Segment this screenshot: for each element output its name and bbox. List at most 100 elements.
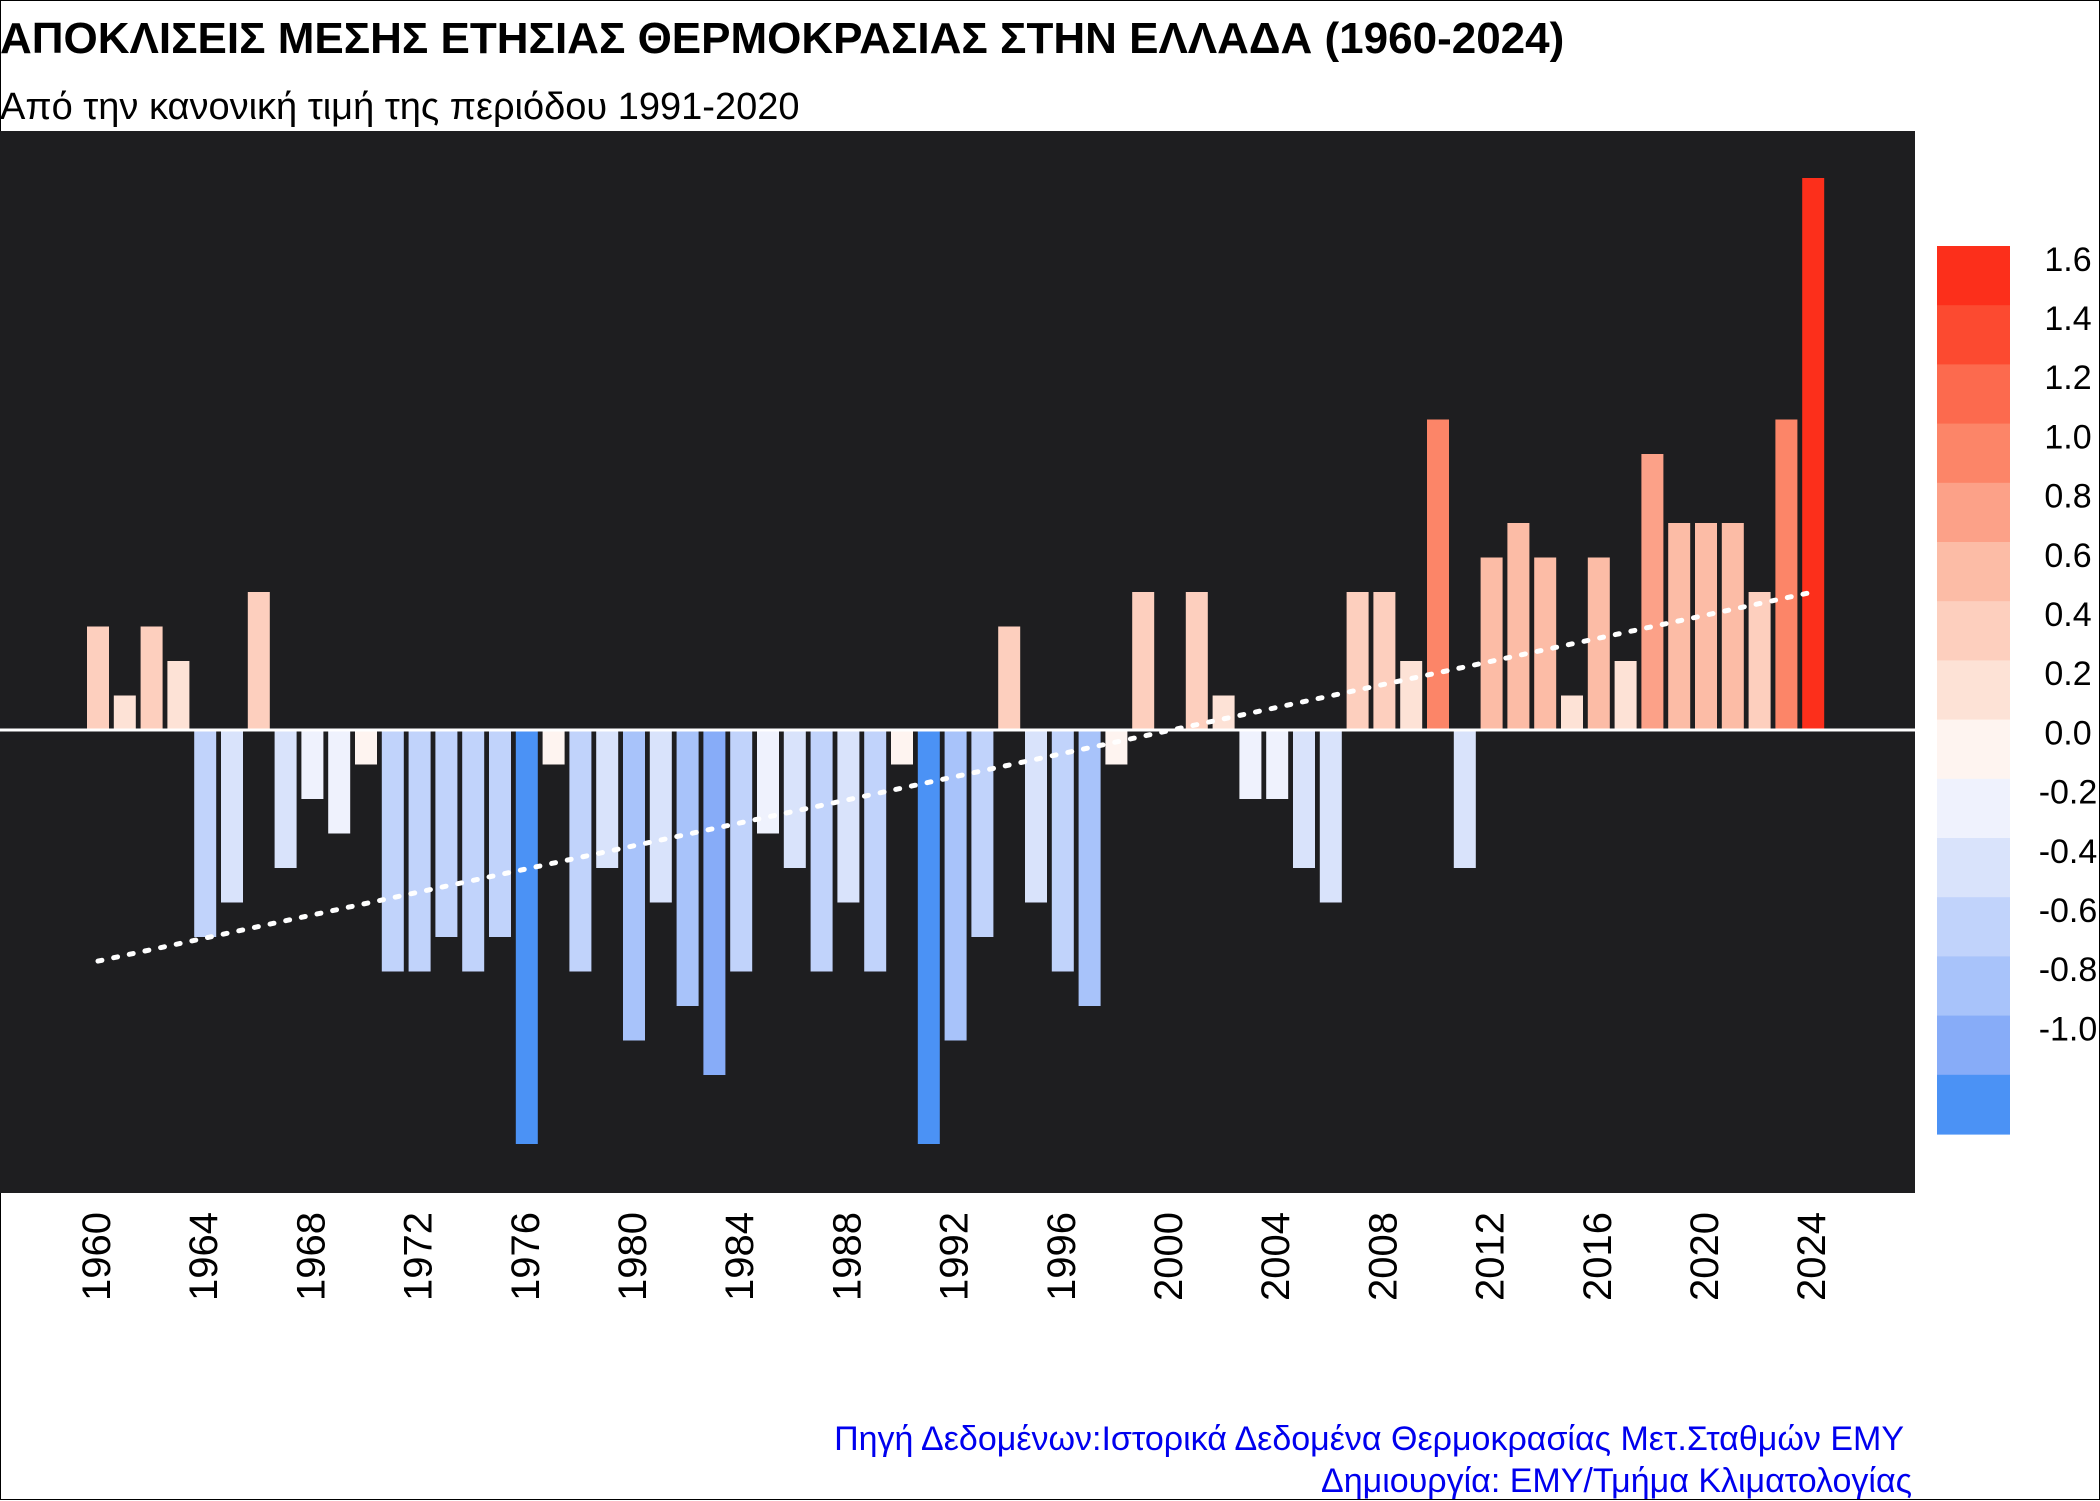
bar-1974 xyxy=(462,730,485,972)
bar-2018 xyxy=(1641,454,1664,730)
bar-2012 xyxy=(1480,557,1503,730)
bar-1981 xyxy=(649,730,672,903)
bar-1975 xyxy=(489,730,511,937)
bar-1979 xyxy=(596,730,619,868)
bar-1986 xyxy=(783,730,806,868)
bar-1980 xyxy=(623,730,645,1041)
bar-1983 xyxy=(703,730,726,1075)
colorbar-cell xyxy=(1937,246,2010,306)
bar-2016 xyxy=(1587,557,1610,730)
bar-2013 xyxy=(1507,523,1530,730)
bar-1968 xyxy=(301,730,324,799)
bar-1998 xyxy=(1105,730,1128,765)
x-tick-1964: 1964 xyxy=(182,1212,226,1301)
bar-1961 xyxy=(113,695,136,730)
bar-2022 xyxy=(1748,592,1771,730)
colorbar-tick: 1.2 xyxy=(2044,359,2091,397)
colorbar-cell xyxy=(1937,1074,2010,1135)
bar-1970 xyxy=(355,730,377,765)
x-tick-2012: 2012 xyxy=(1469,1212,1513,1301)
x-tick-2004: 2004 xyxy=(1254,1212,1298,1301)
bar-2021 xyxy=(1721,523,1744,730)
source-note: Πηγή Δεδομένων:Ιστορικά Δεδομένα Θερμοκρ… xyxy=(834,1420,1904,1458)
x-tick-1972: 1972 xyxy=(397,1212,441,1301)
bar-2002 xyxy=(1212,695,1235,730)
bar-1995 xyxy=(1025,730,1047,903)
bar-1999 xyxy=(1132,592,1155,730)
colorbar-cell xyxy=(1937,838,2010,898)
x-tick-2016: 2016 xyxy=(1576,1212,1620,1301)
bar-1988 xyxy=(837,730,860,903)
x-tick-1960: 1960 xyxy=(75,1212,119,1301)
x-tick-2000: 2000 xyxy=(1147,1212,1191,1301)
bar-2014 xyxy=(1534,557,1557,730)
bar-2010 xyxy=(1427,419,1449,730)
bar-2017 xyxy=(1614,661,1637,730)
bar-1987 xyxy=(810,730,833,972)
x-tick-1976: 1976 xyxy=(504,1212,548,1301)
colorbar-tick: 0.8 xyxy=(2044,478,2091,516)
bar-1990 xyxy=(891,730,913,765)
bar-1989 xyxy=(864,730,887,972)
bar-1991 xyxy=(917,730,940,1144)
colorbar-tick: -0.2 xyxy=(2039,774,2098,812)
bar-2006 xyxy=(1319,730,1342,903)
colorbar-cell xyxy=(1937,482,2010,543)
bar-1985 xyxy=(757,730,779,834)
bar-1997 xyxy=(1078,730,1101,1006)
colorbar-tick: 0.6 xyxy=(2044,537,2091,575)
colorbar-cell xyxy=(1937,897,2010,957)
bar-1966 xyxy=(247,592,270,730)
bar-1978 xyxy=(569,730,592,972)
bar-1964 xyxy=(194,730,217,937)
colorbar-cell xyxy=(1937,305,2010,365)
x-tick-2020: 2020 xyxy=(1683,1212,1727,1301)
x-tick-2024: 2024 xyxy=(1790,1212,1834,1301)
trend-line xyxy=(95,589,1816,964)
bar-2015 xyxy=(1561,695,1583,730)
bar-2003 xyxy=(1239,730,1262,799)
bar-2011 xyxy=(1453,730,1476,868)
bar-1971 xyxy=(381,730,404,972)
x-tick-1988: 1988 xyxy=(825,1212,869,1301)
bar-1992 xyxy=(944,730,967,1041)
colorbar-cell xyxy=(1937,719,2010,780)
bar-2023 xyxy=(1775,419,1798,730)
chart-subtitle: Από την κανονική τιμή της περιόδου 1991-… xyxy=(0,86,800,128)
bar-1996 xyxy=(1051,730,1074,972)
bar-1972 xyxy=(408,730,431,972)
colorbar-cell xyxy=(1937,956,2010,1017)
bar-2009 xyxy=(1400,661,1423,730)
x-tick-1980: 1980 xyxy=(611,1212,655,1301)
colorbar-cell xyxy=(1937,660,2010,721)
bar-1984 xyxy=(730,730,753,972)
colorbar-tick: 1.0 xyxy=(2044,418,2091,456)
x-tick-1984: 1984 xyxy=(718,1212,762,1301)
credit-note: Δημιουργία: ΕΜΥ/Τμήμα Κλιματολογίας xyxy=(1321,1462,1912,1500)
bar-1993 xyxy=(971,730,994,937)
colorbar-tick: 0.0 xyxy=(2044,714,2091,752)
x-tick-1996: 1996 xyxy=(1040,1212,1084,1301)
colorbar-tick: -1.0 xyxy=(2039,1010,2098,1048)
colorbar-tick: -0.6 xyxy=(2039,892,2098,930)
bar-2024 xyxy=(1802,178,1825,730)
x-tick-1968: 1968 xyxy=(289,1212,333,1301)
bar-1962 xyxy=(140,626,163,730)
colorbar-tick: 0.2 xyxy=(2044,655,2091,693)
colorbar-tick: 1.6 xyxy=(2044,241,2091,279)
bar-2008 xyxy=(1373,592,1396,730)
bar-1963 xyxy=(167,661,190,730)
bar-1973 xyxy=(435,730,458,937)
bar-1976 xyxy=(515,730,538,1144)
colorbar-cell xyxy=(1937,1015,2010,1076)
bar-2001 xyxy=(1185,592,1208,730)
bar-1969 xyxy=(328,730,351,834)
colorbar-tick: -0.4 xyxy=(2039,833,2098,871)
bar-2019 xyxy=(1668,523,1691,730)
bar-2005 xyxy=(1293,730,1315,868)
colorbar-cell xyxy=(1937,778,2010,839)
bar-2007 xyxy=(1346,592,1369,730)
bar-2004 xyxy=(1266,730,1289,799)
bar-1977 xyxy=(542,730,565,765)
